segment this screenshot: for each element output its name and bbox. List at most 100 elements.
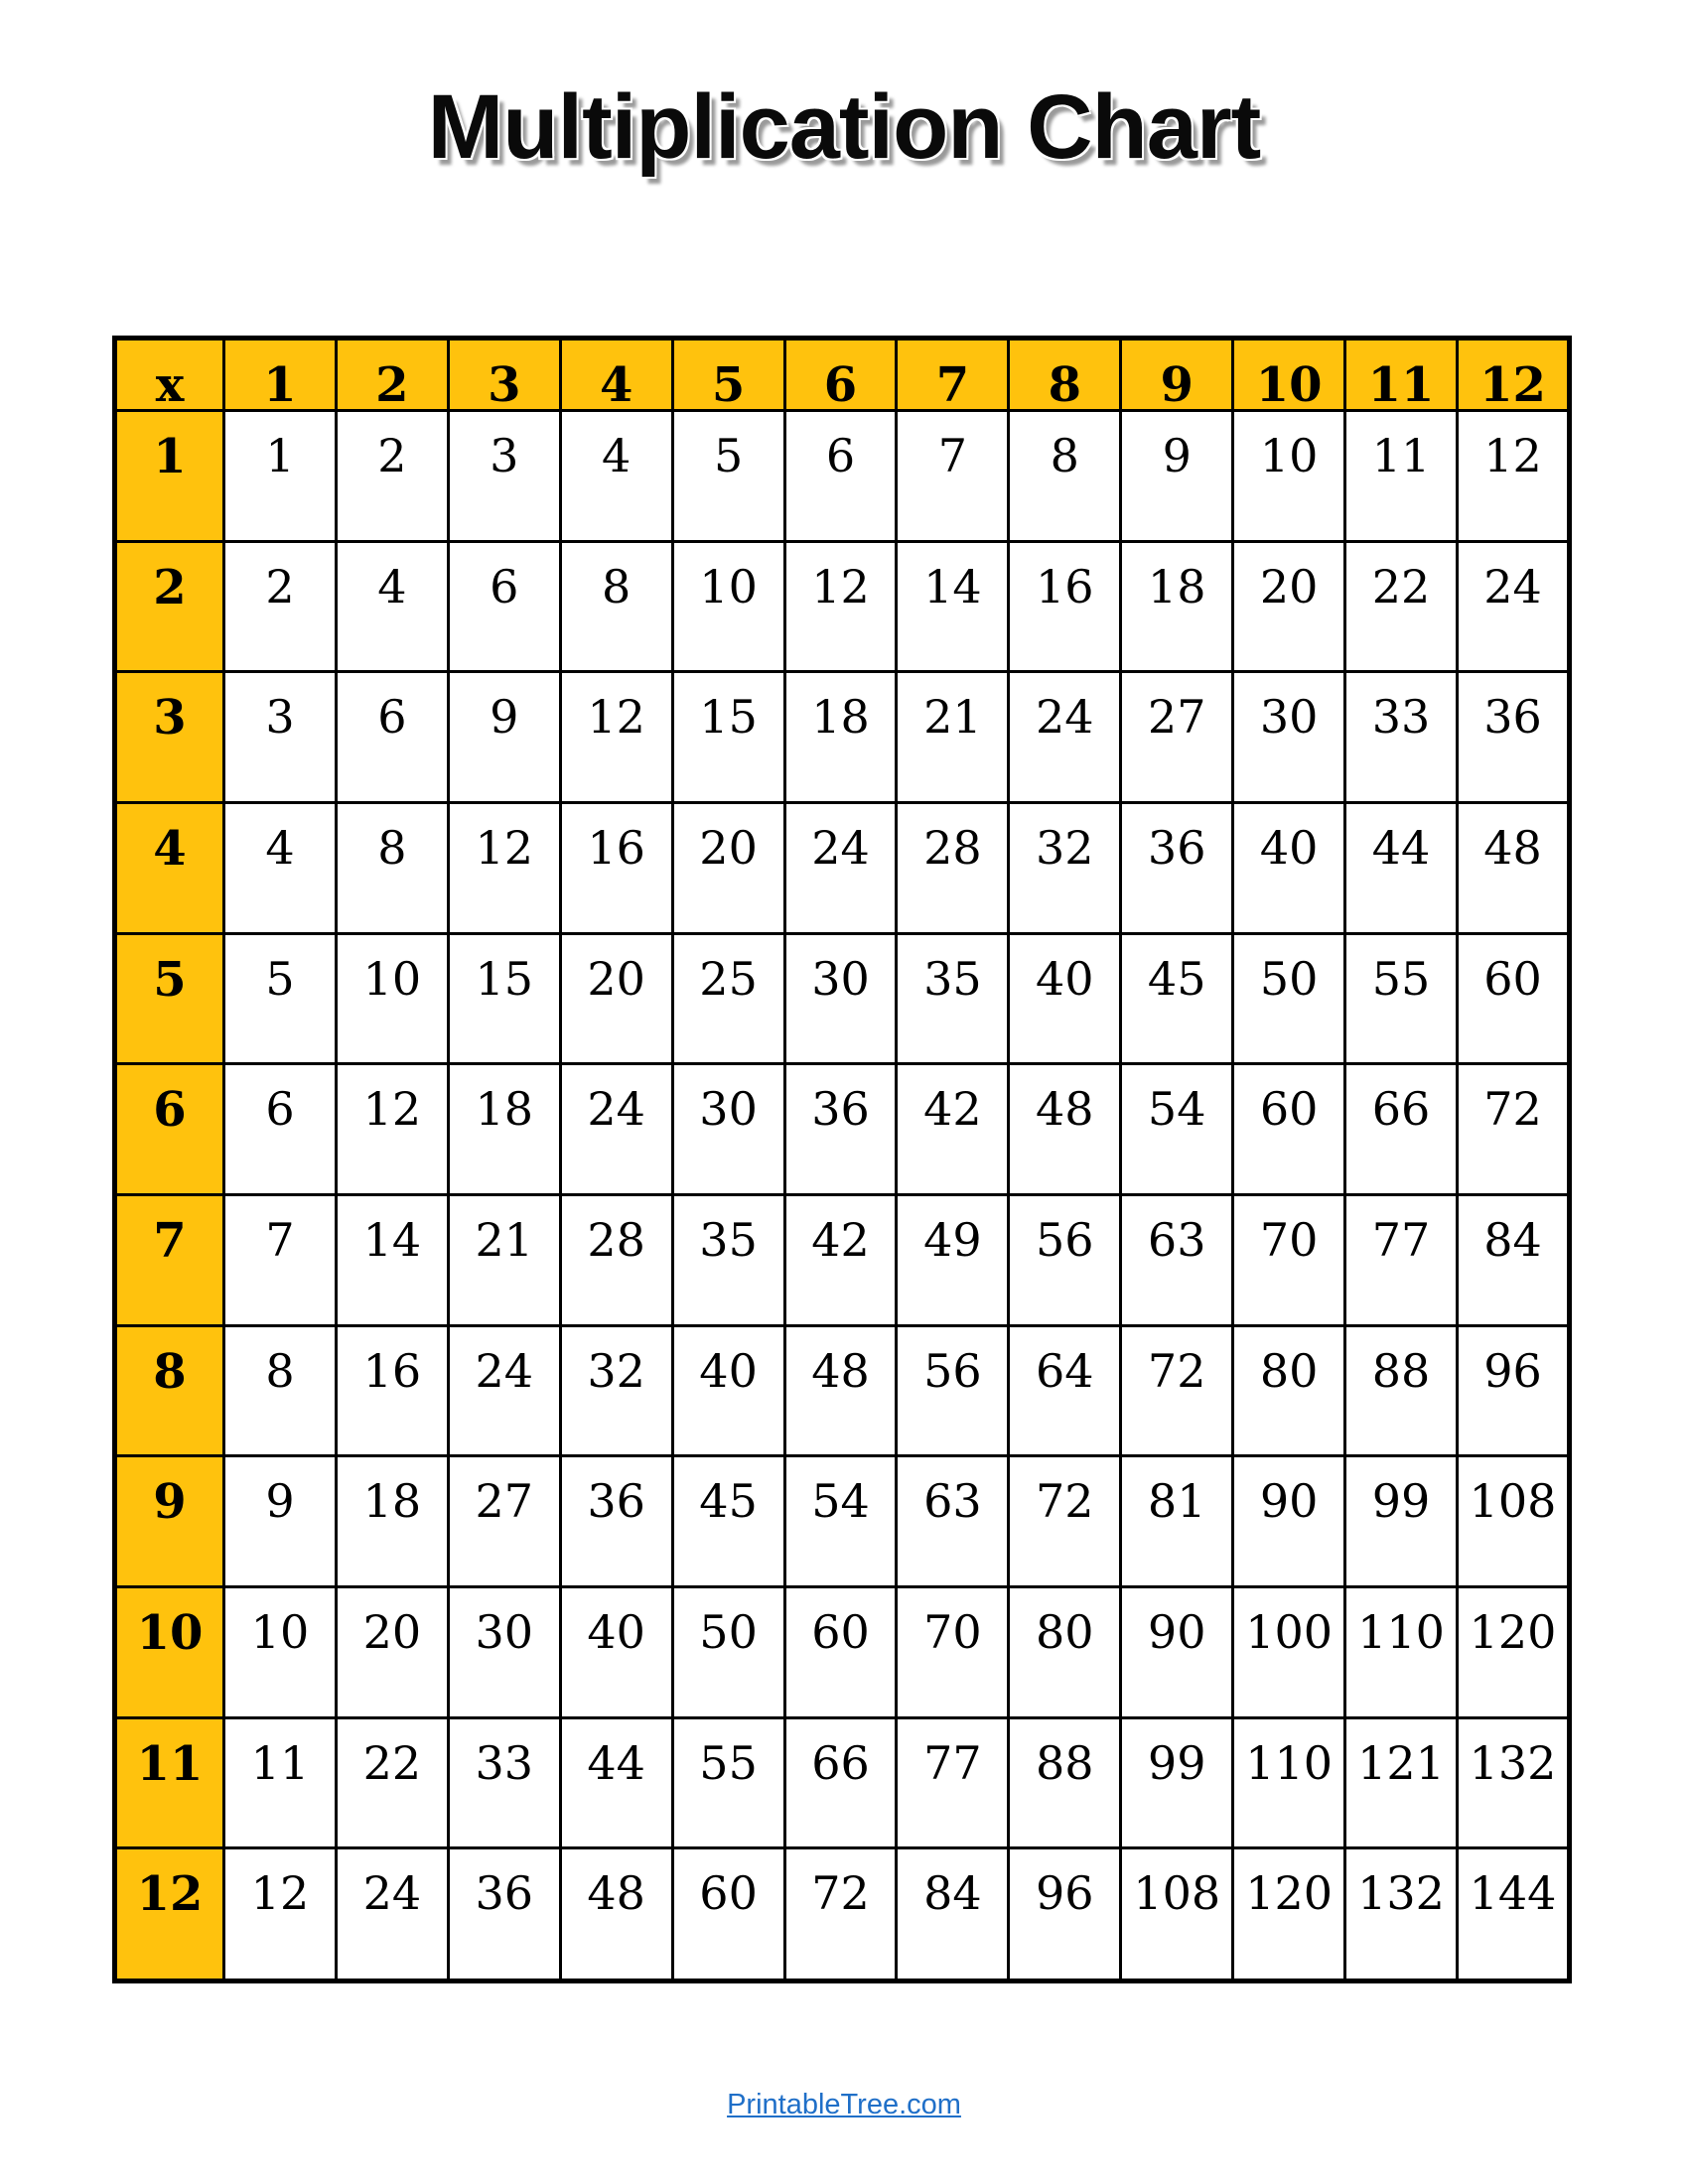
column-header-3: 3 [446,337,562,412]
product-cell-12x2: 24 [334,1846,450,1982]
product-cell-10x3: 30 [446,1585,562,1719]
table-row-3: 3 3 6 9 12 15 18 21 24 27 30 33 36 [113,670,1572,805]
product-cell-8x11: 88 [1343,1323,1459,1458]
product-cell-5x11: 55 [1343,931,1459,1066]
product-cell-12x9: 108 [1119,1846,1235,1982]
product-cell-6x1: 6 [222,1062,338,1197]
product-cell-12x8: 96 [1007,1846,1123,1982]
row-header-9: 9 [113,1454,225,1589]
product-cell-12x7: 84 [895,1846,1011,1982]
product-cell-12x6: 72 [782,1846,899,1982]
product-cell-10x9: 90 [1119,1585,1235,1719]
table-row-11: 11 11 22 33 44 55 66 77 88 99 110 121 132 [113,1715,1572,1850]
product-cell-6x9: 54 [1119,1062,1235,1197]
product-cell-4x3: 12 [446,801,562,935]
product-cell-10x11: 110 [1343,1585,1459,1719]
product-cell-5x1: 5 [222,931,338,1066]
product-cell-5x4: 20 [558,931,674,1066]
product-cell-12x5: 60 [670,1846,786,1982]
product-cell-11x5: 55 [670,1715,786,1850]
row-header-4: 4 [113,801,225,935]
product-cell-12x3: 36 [446,1846,562,1982]
product-cell-9x12: 108 [1455,1454,1572,1589]
product-cell-10x1: 10 [222,1585,338,1719]
product-cell-2x5: 10 [670,539,786,674]
row-header-3: 3 [113,670,225,805]
column-header-11: 11 [1343,337,1459,412]
product-cell-4x8: 32 [1007,801,1123,935]
product-cell-10x8: 80 [1007,1585,1123,1719]
product-cell-4x11: 44 [1343,801,1459,935]
product-cell-11x4: 44 [558,1715,674,1850]
product-cell-9x2: 18 [334,1454,450,1589]
product-cell-8x8: 64 [1007,1323,1123,1458]
product-cell-4x6: 24 [782,801,899,935]
product-cell-8x7: 56 [895,1323,1011,1458]
column-header-9: 9 [1119,337,1235,412]
product-cell-6x3: 18 [446,1062,562,1197]
table-row-12: 12 12 24 36 48 60 72 84 96 108 120 132 144 [113,1846,1572,1982]
product-cell-4x1: 4 [222,801,338,935]
product-cell-6x6: 36 [782,1062,899,1197]
row-header-6: 6 [113,1062,225,1197]
table-row-2: 2 2 4 6 8 10 12 14 16 18 20 22 24 [113,539,1572,674]
product-cell-9x6: 54 [782,1454,899,1589]
page-title: Multiplication Chart [427,76,1262,178]
product-cell-2x6: 12 [782,539,899,674]
product-cell-2x4: 8 [558,539,674,674]
product-cell-3x11: 33 [1343,670,1459,805]
product-cell-1x1: 1 [222,409,338,543]
column-header-8: 8 [1007,337,1123,412]
product-cell-6x5: 30 [670,1062,786,1197]
product-cell-1x8: 8 [1007,409,1123,543]
product-cell-3x7: 21 [895,670,1011,805]
product-cell-2x7: 14 [895,539,1011,674]
product-cell-8x5: 40 [670,1323,786,1458]
product-cell-8x6: 48 [782,1323,899,1458]
product-cell-5x8: 40 [1007,931,1123,1066]
product-cell-11x6: 66 [782,1715,899,1850]
table-row-4: 4 4 8 12 16 20 24 28 32 36 40 44 48 [113,801,1572,935]
product-cell-9x9: 81 [1119,1454,1235,1589]
product-cell-5x7: 35 [895,931,1011,1066]
product-cell-5x2: 10 [334,931,450,1066]
product-cell-8x1: 8 [222,1323,338,1458]
product-cell-2x9: 18 [1119,539,1235,674]
table-row-7: 7 7 14 21 28 35 42 49 56 63 70 77 84 [113,1193,1572,1327]
product-cell-2x1: 2 [222,539,338,674]
product-cell-8x2: 16 [334,1323,450,1458]
product-cell-11x12: 132 [1455,1715,1572,1850]
product-cell-1x4: 4 [558,409,674,543]
product-cell-2x8: 16 [1007,539,1123,674]
product-cell-1x10: 10 [1231,409,1347,543]
product-cell-10x2: 20 [334,1585,450,1719]
product-cell-7x6: 42 [782,1193,899,1327]
row-header-1: 1 [113,409,225,543]
product-cell-11x7: 77 [895,1715,1011,1850]
product-cell-4x9: 36 [1119,801,1235,935]
product-cell-7x2: 14 [334,1193,450,1327]
product-cell-9x11: 99 [1343,1454,1459,1589]
table-row-9: 9 9 18 27 36 45 54 63 72 81 90 99 108 [113,1454,1572,1589]
product-cell-3x2: 6 [334,670,450,805]
product-cell-9x1: 9 [222,1454,338,1589]
product-cell-12x12: 144 [1455,1846,1572,1982]
product-cell-1x12: 12 [1455,409,1572,543]
product-cell-4x7: 28 [895,801,1011,935]
column-header-4: 4 [558,337,674,412]
product-cell-5x3: 15 [446,931,562,1066]
printabletree-link[interactable]: PrintableTree.com [727,2089,961,2120]
product-cell-10x5: 50 [670,1585,786,1719]
row-header-10: 10 [113,1585,225,1719]
column-header-2: 2 [334,337,450,412]
product-cell-12x11: 132 [1343,1846,1459,1982]
multiplication-table: x 1 2 3 4 5 6 7 8 9 10 11 12 1 1 2 3 4 5 6 7 8 9 10 11 12 2 2 4 6 8 10… [112,336,1572,1983]
product-cell-3x3: 9 [446,670,562,805]
product-cell-11x11: 121 [1343,1715,1459,1850]
product-cell-7x4: 28 [558,1193,674,1327]
product-cell-4x10: 40 [1231,801,1347,935]
column-header-1: 1 [222,337,338,412]
product-cell-10x4: 40 [558,1585,674,1719]
product-cell-9x4: 36 [558,1454,674,1589]
